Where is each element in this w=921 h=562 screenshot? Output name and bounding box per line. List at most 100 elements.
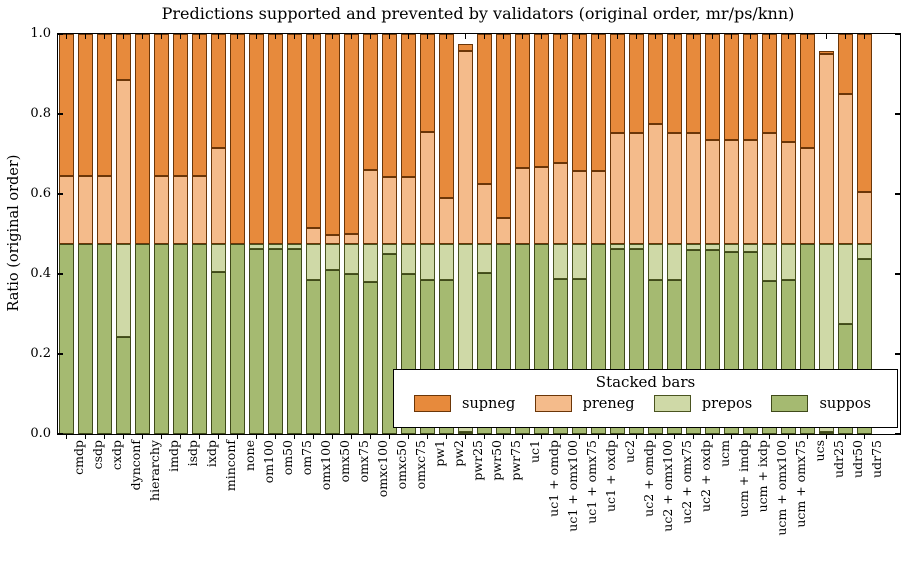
bar-segment-prepos — [363, 243, 378, 282]
x-tick — [274, 34, 277, 39]
x-tick — [426, 34, 429, 39]
bar-none — [230, 34, 245, 434]
supneg-swatch-icon — [414, 395, 451, 412]
legend-label: preneg — [582, 395, 635, 412]
bar-segment-prepos — [477, 243, 492, 274]
legend-title: Stacked bars — [595, 373, 696, 391]
x-tick-label: udr25 — [831, 440, 846, 478]
bar-segment-prepos — [648, 243, 663, 281]
x-tick — [806, 34, 809, 39]
bar-segment-preneg — [686, 133, 701, 244]
bar-segment-suppos — [97, 243, 112, 434]
bar-segment-preneg — [591, 171, 606, 244]
bar-segment-supneg — [173, 34, 188, 176]
x-tick-label: om75 — [299, 440, 314, 476]
bar-omx50 — [325, 34, 340, 434]
x-tick-label: pw1 — [432, 440, 447, 467]
bar-segment-prepos — [439, 243, 454, 281]
bar-segment-preneg — [420, 131, 435, 244]
x-tick — [65, 34, 68, 39]
bar-segment-supneg — [534, 34, 549, 167]
x-tick-label: imdp — [166, 440, 181, 472]
bar-minconf — [211, 34, 226, 434]
bar-segment-suppos — [154, 243, 169, 434]
x-tick-label: uc2 + oxdp — [698, 440, 713, 513]
x-tick — [312, 435, 315, 439]
x-tick — [540, 435, 543, 439]
bar-segment-preneg — [192, 176, 207, 244]
x-tick-label: uc2 + omx75 — [679, 440, 694, 524]
bar-uc1 + omx100 — [553, 34, 568, 434]
bar-segment-supneg — [591, 34, 606, 172]
x-tick — [787, 435, 790, 439]
bar-segment-supneg — [325, 34, 340, 236]
bar-segment-prepos — [344, 243, 359, 274]
bar-segment-preneg — [572, 171, 587, 244]
bar-segment-preneg — [325, 235, 340, 244]
bar-segment-supneg — [572, 34, 587, 172]
bar-segment-supneg — [648, 34, 663, 124]
bar-segment-suppos — [230, 243, 245, 434]
bar-segment-prepos — [857, 243, 872, 259]
bar-segment-supneg — [363, 34, 378, 170]
bar-segment-supneg — [59, 34, 74, 176]
bar-csdp — [78, 34, 93, 434]
x-tick — [483, 435, 486, 439]
bar-segment-supneg — [762, 34, 777, 134]
bar-segment-prepos — [306, 243, 321, 281]
x-tick — [217, 34, 220, 39]
x-tick — [806, 435, 809, 439]
legend-items: supneg preneg prepos suppos — [394, 391, 897, 412]
bar-segment-preneg — [838, 94, 853, 244]
bar-segment-prepos — [705, 243, 720, 250]
bar-segment-supneg — [116, 34, 131, 80]
bar-segment-preneg — [781, 142, 796, 244]
bar-segment-suppos — [59, 243, 74, 434]
x-tick — [768, 34, 771, 39]
x-tick — [65, 435, 68, 439]
x-tick — [369, 435, 372, 439]
x-tick-label: ucm + omx75 — [793, 440, 808, 528]
x-tick — [293, 435, 296, 439]
bar-cmdp — [59, 34, 74, 434]
bar-segment-preneg — [534, 166, 549, 244]
bar-segment-supneg — [838, 34, 853, 94]
bar-segment-prepos — [629, 243, 644, 249]
x-tick — [559, 435, 562, 439]
x-tick-label: cxdp — [109, 440, 124, 471]
bar-segment-prepos — [382, 243, 397, 254]
bar-isdp — [173, 34, 188, 434]
x-tick — [103, 435, 106, 439]
bar-segment-supneg — [344, 34, 359, 234]
bar-segment-preneg — [553, 162, 568, 244]
x-tick — [255, 435, 258, 439]
legend-item-supneg: supneg — [414, 395, 515, 412]
x-tick — [654, 34, 657, 39]
bar-segment-preneg — [819, 54, 834, 244]
bar-segment-preneg — [857, 192, 872, 244]
bar-udr75 — [857, 34, 872, 434]
x-tick — [407, 34, 410, 39]
x-tick — [730, 34, 733, 39]
x-tick — [407, 435, 410, 439]
bar-segment-preneg — [382, 177, 397, 244]
x-tick-label: dynconf — [128, 440, 143, 491]
x-tick — [388, 435, 391, 439]
bar-segment-supneg — [306, 34, 321, 229]
x-tick-label: pwr50 — [489, 440, 504, 481]
bar-segment-supneg — [192, 34, 207, 176]
bar-om75 — [287, 34, 302, 434]
bar-segment-supneg — [154, 34, 169, 176]
bar-segment-preneg — [439, 198, 454, 244]
bar-segment-preneg — [97, 176, 112, 244]
bar-segment-preneg — [116, 80, 131, 244]
bar-segment-supneg — [477, 34, 492, 184]
bar-segment-suppos — [268, 248, 283, 434]
x-tick-label: udr75 — [869, 440, 884, 478]
bar-uc2 + omx75 — [667, 34, 682, 434]
x-tick — [160, 34, 163, 39]
bar-segment-preneg — [154, 176, 169, 244]
x-tick — [198, 435, 201, 439]
y-tick-label: 0.0 — [30, 425, 51, 441]
